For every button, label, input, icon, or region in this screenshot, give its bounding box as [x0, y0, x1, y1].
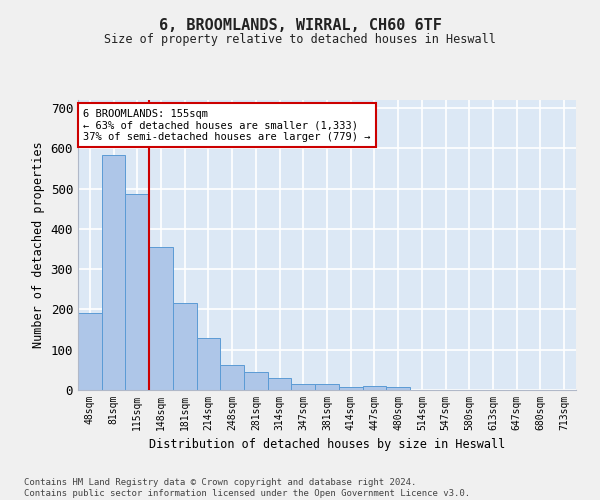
Text: 6, BROOMLANDS, WIRRAL, CH60 6TF: 6, BROOMLANDS, WIRRAL, CH60 6TF: [158, 18, 442, 32]
Text: Size of property relative to detached houses in Heswall: Size of property relative to detached ho…: [104, 32, 496, 46]
Bar: [292, 384, 315, 390]
Bar: [102, 155, 125, 390]
Bar: [362, 386, 386, 390]
Text: Contains HM Land Registry data © Crown copyright and database right 2024.
Contai: Contains HM Land Registry data © Crown c…: [24, 478, 470, 498]
Bar: [315, 384, 339, 390]
Text: 6 BROOMLANDS: 155sqm
← 63% of detached houses are smaller (1,333)
37% of semi-de: 6 BROOMLANDS: 155sqm ← 63% of detached h…: [83, 108, 370, 142]
Bar: [197, 338, 220, 390]
Bar: [149, 247, 173, 390]
Bar: [173, 304, 197, 390]
Bar: [125, 194, 149, 390]
Bar: [244, 372, 268, 390]
Bar: [268, 378, 292, 390]
X-axis label: Distribution of detached houses by size in Heswall: Distribution of detached houses by size …: [149, 438, 505, 452]
Bar: [220, 364, 244, 390]
Bar: [78, 312, 102, 390]
Bar: [339, 387, 362, 390]
Bar: [386, 387, 410, 390]
Y-axis label: Number of detached properties: Number of detached properties: [32, 142, 45, 348]
